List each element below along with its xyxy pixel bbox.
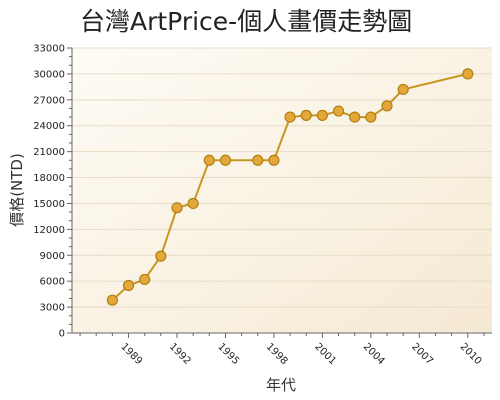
data-point xyxy=(316,109,328,121)
axes xyxy=(67,47,492,338)
x-tick-label: 1989 xyxy=(118,341,144,367)
data-point xyxy=(171,202,183,214)
x-tick-label: 2007 xyxy=(409,341,435,367)
data-point xyxy=(332,105,345,117)
y-tick-label: 6000 xyxy=(40,277,65,288)
data-point xyxy=(397,83,409,96)
y-tick-label: 21000 xyxy=(33,147,65,158)
y-tick-label: 9000 xyxy=(40,251,65,262)
x-tick-label: 2004 xyxy=(361,341,387,367)
data-point xyxy=(122,279,135,292)
y-tick-label: 24000 xyxy=(33,121,65,132)
y-axis-label: 價格(NTD) xyxy=(8,153,26,227)
x-tick-label: 1998 xyxy=(264,341,290,367)
data-point xyxy=(139,273,151,286)
y-tick-label: 12000 xyxy=(33,225,65,236)
data-points xyxy=(106,68,474,306)
y-tick-label: 0 xyxy=(59,329,65,340)
y-tick-label: 3000 xyxy=(40,303,65,314)
y-tick-label: 27000 xyxy=(33,95,65,106)
data-point xyxy=(106,294,118,306)
x-tick-label: 1995 xyxy=(215,341,241,367)
x-tick-label: 2001 xyxy=(312,341,338,367)
data-point xyxy=(365,111,377,123)
x-axis-label: 年代 xyxy=(266,376,296,394)
y-tick-label: 15000 xyxy=(33,199,65,210)
x-tick-label: 1992 xyxy=(167,341,193,367)
plot-area xyxy=(72,48,492,333)
data-point xyxy=(252,154,264,166)
data-point xyxy=(300,109,312,121)
y-tick-label: 18000 xyxy=(33,173,65,184)
data-point xyxy=(381,100,393,112)
data-point xyxy=(462,68,474,80)
data-point xyxy=(268,154,280,166)
chart-title: 台灣ArtPrice-個人畫價走勢圖 xyxy=(80,7,412,36)
data-point xyxy=(155,250,167,262)
y-tick-label: 33000 xyxy=(33,44,65,55)
x-axis-ticks: 1989 1992 1995 1998 2001 2004 2007 2010 xyxy=(118,341,483,367)
x-tick-label: 2010 xyxy=(458,341,484,367)
data-point xyxy=(284,111,296,123)
data-point xyxy=(187,197,199,210)
data-point xyxy=(203,154,215,166)
data-point xyxy=(349,111,361,123)
data-point xyxy=(219,154,232,166)
y-tick-label: 30000 xyxy=(33,69,65,80)
y-axis-ticks: 0 3000 6000 9000 12000 15000 18000 21000 24000 27… xyxy=(33,44,65,340)
